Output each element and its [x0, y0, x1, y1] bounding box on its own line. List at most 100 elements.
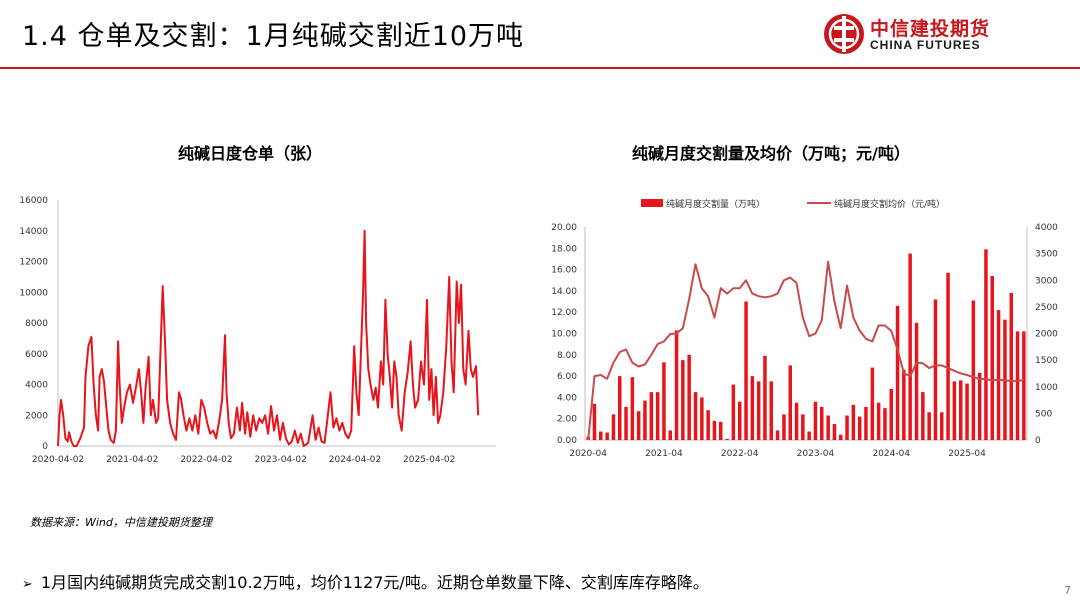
company-logo: 中信建投期货 CHINA FUTURES [822, 12, 1022, 58]
chart2-left-tick-label: 20.00 [551, 223, 577, 233]
chart1-y-tick-label: 4000 [25, 381, 48, 391]
chart1-y-tick-label: 14000 [19, 227, 48, 237]
chart2-x-tick-label: 2020-04 [569, 449, 607, 459]
chart1-x-tick-label: 2024-04-02 [329, 455, 381, 465]
chart2-left-tick-label: 10.00 [551, 330, 577, 340]
delivery-volume-bar [826, 415, 830, 440]
delivery-volume-bar [719, 421, 723, 440]
logo-chinese-name: 中信建投期货 [870, 18, 991, 40]
delivery-price-line [587, 260, 1024, 441]
delivery-volume-bar [895, 305, 900, 440]
chart1-x-tick-label: 2023-04-02 [255, 455, 307, 465]
delivery-volume-bar [1015, 331, 1020, 440]
delivery-volume-bar [706, 410, 710, 440]
delivery-volume-bar [876, 402, 881, 440]
delivery-volume-bar [946, 272, 950, 440]
delivery-volume-bar [908, 253, 912, 440]
chart1-y-tick-label: 12000 [19, 258, 48, 268]
delivery-volume-bar [1009, 293, 1013, 440]
delivery-volume-bar [820, 407, 824, 440]
chart2-right-tick-label: 1500 [1035, 356, 1058, 366]
legend-bar-swatch [641, 199, 663, 207]
chart2-x-tick-label: 2022-04 [721, 449, 759, 459]
page-number: 7 [1064, 584, 1071, 597]
delivery-volume-bar [940, 412, 944, 440]
page-title: 1.4 仓单及交割：1月纯碱交割近10万吨 [22, 21, 525, 52]
source-note: 数据来源：Wind，中信建投期货整理 [30, 516, 212, 529]
delivery-volume-bar [738, 401, 742, 440]
delivery-volume-bar [839, 434, 843, 440]
chart1-x-tick-label: 2021-04-02 [106, 455, 158, 465]
chart2-left-tick-label: 2.00 [557, 415, 577, 425]
delivery-volume-bar [624, 407, 628, 440]
delivery-volume-bar [687, 354, 691, 440]
chart1-x-tick-label: 2025-04-02 [403, 455, 455, 465]
chart2-right-tick-label: 4000 [1035, 223, 1058, 233]
delivery-volume-bar [618, 376, 622, 440]
delivery-volume-bar [681, 360, 685, 440]
delivery-volume-bar [693, 392, 698, 440]
delivery-volume-bar [984, 249, 988, 440]
delivery-volume-bar [668, 430, 672, 440]
chart2-left-tick-label: 18.00 [551, 244, 577, 254]
delivery-volume-bar [996, 310, 1001, 440]
legend-bar-label: 纯碱月度交割量（万吨） [666, 198, 765, 210]
delivery-volume-bar [794, 402, 799, 440]
chart2-right-tick-label: 2500 [1035, 303, 1058, 313]
delivery-volume-bar [662, 362, 666, 440]
delivery-volume-bar [712, 420, 717, 440]
delivery-volume-bar [775, 430, 780, 440]
chart1-x-tick-label: 2022-04-02 [180, 455, 232, 465]
delivery-volume-bar [636, 411, 641, 440]
title-divider [0, 67, 1080, 69]
delivery-volume-bar [592, 403, 597, 440]
chart2-right-tick-label: 3500 [1035, 250, 1058, 260]
chart2-left-tick-label: 0.00 [557, 436, 577, 446]
chart1-y-tick-label: 2000 [25, 411, 48, 421]
chart1-title: 纯碱日度仓单（张） [178, 144, 323, 163]
delivery-volume-bar [769, 381, 773, 440]
delivery-volume-bar [845, 415, 849, 440]
delivery-volume-bar [788, 365, 792, 440]
chart2-x-tick-label: 2024-04 [872, 449, 910, 459]
delivery-volume-bar [832, 424, 837, 440]
delivery-volume-bar [649, 392, 654, 440]
chart2-x-tick-label: 2023-04 [797, 449, 835, 459]
delivery-volume-bar [864, 407, 868, 440]
chart2-x-tick-label: 2025-04 [948, 449, 986, 459]
delivery-volume-bar [605, 432, 609, 440]
chart2-left-tick-label: 6.00 [557, 372, 577, 382]
delivery-volume-bar [902, 369, 906, 440]
delivery-volume-bar [807, 431, 811, 440]
chart2-right-tick-label: 0 [1035, 436, 1041, 446]
chart2-left-tick-label: 12.00 [551, 308, 577, 318]
delivery-volume-bar [965, 383, 969, 440]
delivery-volume-bar [744, 301, 748, 440]
chart2-right-tick-label: 1000 [1035, 383, 1058, 393]
delivery-volume-bar [782, 414, 786, 440]
legend-line-label: 纯碱月度交割均价（元/吨） [834, 198, 945, 210]
monthly-delivery-chart: 纯碱月度交割量（万吨） 纯碱月度交割均价（元/吨） 20.00 18.00 16.00 1… [551, 198, 1058, 459]
chart2-right-tick-label: 2000 [1035, 330, 1058, 340]
delivery-volume-bar [611, 414, 616, 440]
delivery-volume-bar [1022, 331, 1026, 440]
delivery-volume-bar [851, 404, 856, 440]
delivery-volume-bar [990, 276, 994, 440]
delivery-volume-bar [883, 408, 887, 440]
delivery-volume-bar [813, 401, 818, 440]
delivery-volume-bar [977, 372, 982, 440]
delivery-volume-bar [750, 376, 755, 440]
chart2-left-tick-label: 8.00 [557, 351, 577, 361]
delivery-volume-bar [725, 438, 729, 440]
delivery-volume-bar [889, 388, 893, 440]
chart2-right-tick-label: 500 [1035, 409, 1052, 419]
delivery-volume-bar [674, 330, 679, 440]
summary-bullet: ➢ 1月国内纯碱期货完成交割10.2万吨，均价1127元/吨。近期仓单数量下降、交… [22, 569, 709, 593]
chart1-y-tick-label: 0 [42, 442, 48, 452]
delivery-volume-bar [643, 400, 647, 440]
delivery-volume-bar [763, 355, 767, 440]
delivery-volume-bar [952, 381, 957, 440]
delivery-volume-bar [756, 381, 761, 440]
chart2-left-tick-label: 14.00 [551, 287, 577, 297]
bullet-arrow-icon: ➢ [22, 577, 33, 592]
